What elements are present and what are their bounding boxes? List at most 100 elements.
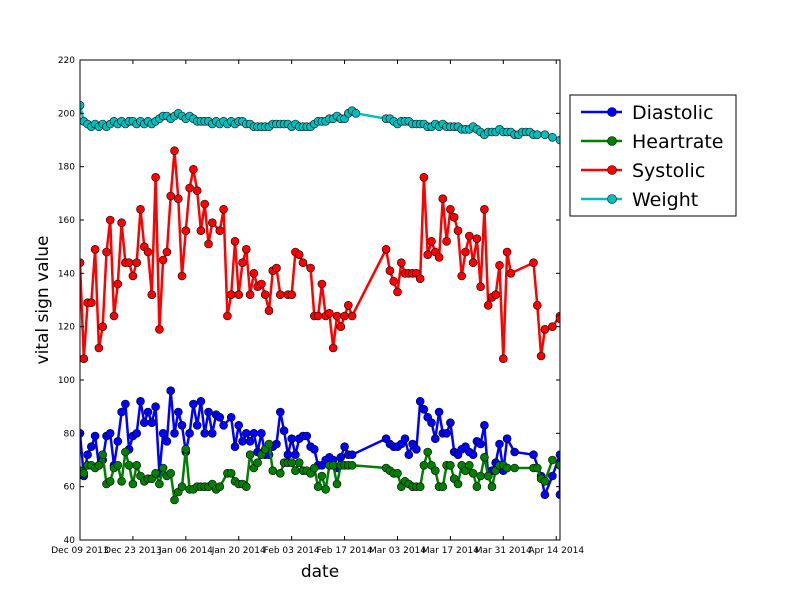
heartrate-point (328, 460, 338, 470)
legend-label: Heartrate (632, 131, 723, 153)
systolic-point (328, 343, 338, 353)
systolic-point (396, 258, 406, 268)
systolic-point (185, 183, 194, 193)
heartrate-point (430, 466, 440, 476)
legend-marker (607, 107, 617, 117)
heartrate-point (245, 450, 255, 460)
diastolic-point (309, 444, 319, 454)
weight-point (548, 133, 557, 142)
systolic-point (174, 194, 183, 203)
systolic-point (464, 231, 474, 241)
diastolic-point (87, 442, 96, 452)
systolic-point (536, 351, 546, 361)
heartrate-point (121, 447, 130, 457)
systolic-point (287, 290, 297, 300)
y-tick-label: 140 (58, 269, 75, 279)
systolic-point (249, 268, 259, 278)
systolic-point (238, 258, 247, 268)
y-tick-label: 100 (58, 376, 75, 386)
diastolic-point (502, 434, 512, 444)
diastolic-point (412, 444, 421, 454)
systolic-point (476, 282, 485, 292)
systolic-point (389, 276, 399, 286)
x-tick-label: Feb 17 2014 (317, 546, 373, 556)
x-axis-label: date (301, 562, 339, 582)
diastolic-point (272, 439, 281, 449)
diastolic-point (196, 396, 206, 406)
heartrate-point (393, 468, 402, 478)
diastolic-point (336, 452, 346, 462)
axes-layer: 40 60 80 100 120 140 160 180 200 220 Dec 09 2013De… (51, 56, 584, 556)
diastolic-point (189, 399, 198, 409)
diastolic-point (215, 412, 225, 422)
systolic-point (343, 300, 353, 310)
diastolic-point (434, 407, 444, 417)
series-layer (80, 101, 560, 505)
heartrate-point (548, 455, 557, 465)
systolic-point (124, 258, 134, 268)
weight-point (532, 130, 542, 139)
systolic-point (223, 311, 232, 321)
legend-marker (607, 194, 617, 204)
systolic-point (105, 215, 115, 225)
series-heartrate (80, 439, 560, 505)
diastolic-point (83, 450, 92, 460)
systolic-point (80, 258, 85, 267)
diastolic-point (540, 490, 550, 500)
diastolic-point (400, 434, 410, 444)
systolic-point (555, 314, 560, 323)
heartrate-point (294, 458, 304, 468)
heartrate-point (166, 468, 175, 478)
systolic-point (340, 311, 349, 321)
heartrate-point (177, 482, 187, 492)
systolic-point (336, 322, 346, 332)
systolic-point (192, 186, 202, 195)
diastolic-point (219, 420, 228, 430)
diastolic-point (143, 407, 153, 417)
heartrate-point (242, 482, 251, 492)
systolic-point (472, 234, 482, 243)
diastolic-point (121, 399, 130, 409)
diastolic-point (419, 404, 429, 414)
systolic-point (529, 258, 538, 268)
diastolic-point (162, 436, 172, 446)
heartrate-point (468, 468, 478, 478)
x-tick-label: Mar 31 2014 (475, 546, 532, 556)
series-systolic (80, 146, 560, 364)
legend-item-weight: Weight (581, 189, 698, 211)
heartrate-point (438, 482, 448, 492)
diastolic-point (427, 418, 436, 428)
x-tick-label: Mar 03 2014 (369, 546, 426, 556)
systolic-point (480, 205, 489, 214)
systolic-point (128, 271, 138, 281)
y-axis-label: vital sign value (33, 236, 53, 365)
systolic-point (381, 245, 391, 254)
diastolic-point (415, 396, 425, 406)
systolic-point (90, 245, 100, 254)
diastolic-point (245, 436, 255, 446)
weight-point (351, 109, 361, 118)
systolic-point (491, 290, 501, 300)
diastolic-point (446, 418, 455, 428)
systolic-point (347, 311, 357, 321)
heartrate-point (132, 460, 141, 470)
diastolic-point (279, 426, 289, 436)
diastolic-point (200, 428, 209, 438)
systolic-point (147, 290, 157, 300)
systolic-point (155, 324, 164, 334)
heartrate-point (275, 468, 285, 478)
systolic-point (196, 226, 206, 235)
diastolic-point (136, 396, 145, 406)
systolic-point (468, 258, 478, 268)
weight-point (555, 135, 560, 145)
systolic-point (136, 205, 145, 214)
systolic-point (532, 300, 542, 310)
x-tick-label: Apr 14 2014 (528, 546, 584, 556)
heartrate-point (483, 471, 493, 481)
diastolic-point (430, 434, 440, 444)
systolic-point (442, 237, 451, 246)
heartrate-point (253, 458, 262, 468)
diastolic-point (257, 428, 266, 438)
y-tick-label: 200 (58, 109, 75, 119)
heartrate-point (453, 479, 463, 489)
